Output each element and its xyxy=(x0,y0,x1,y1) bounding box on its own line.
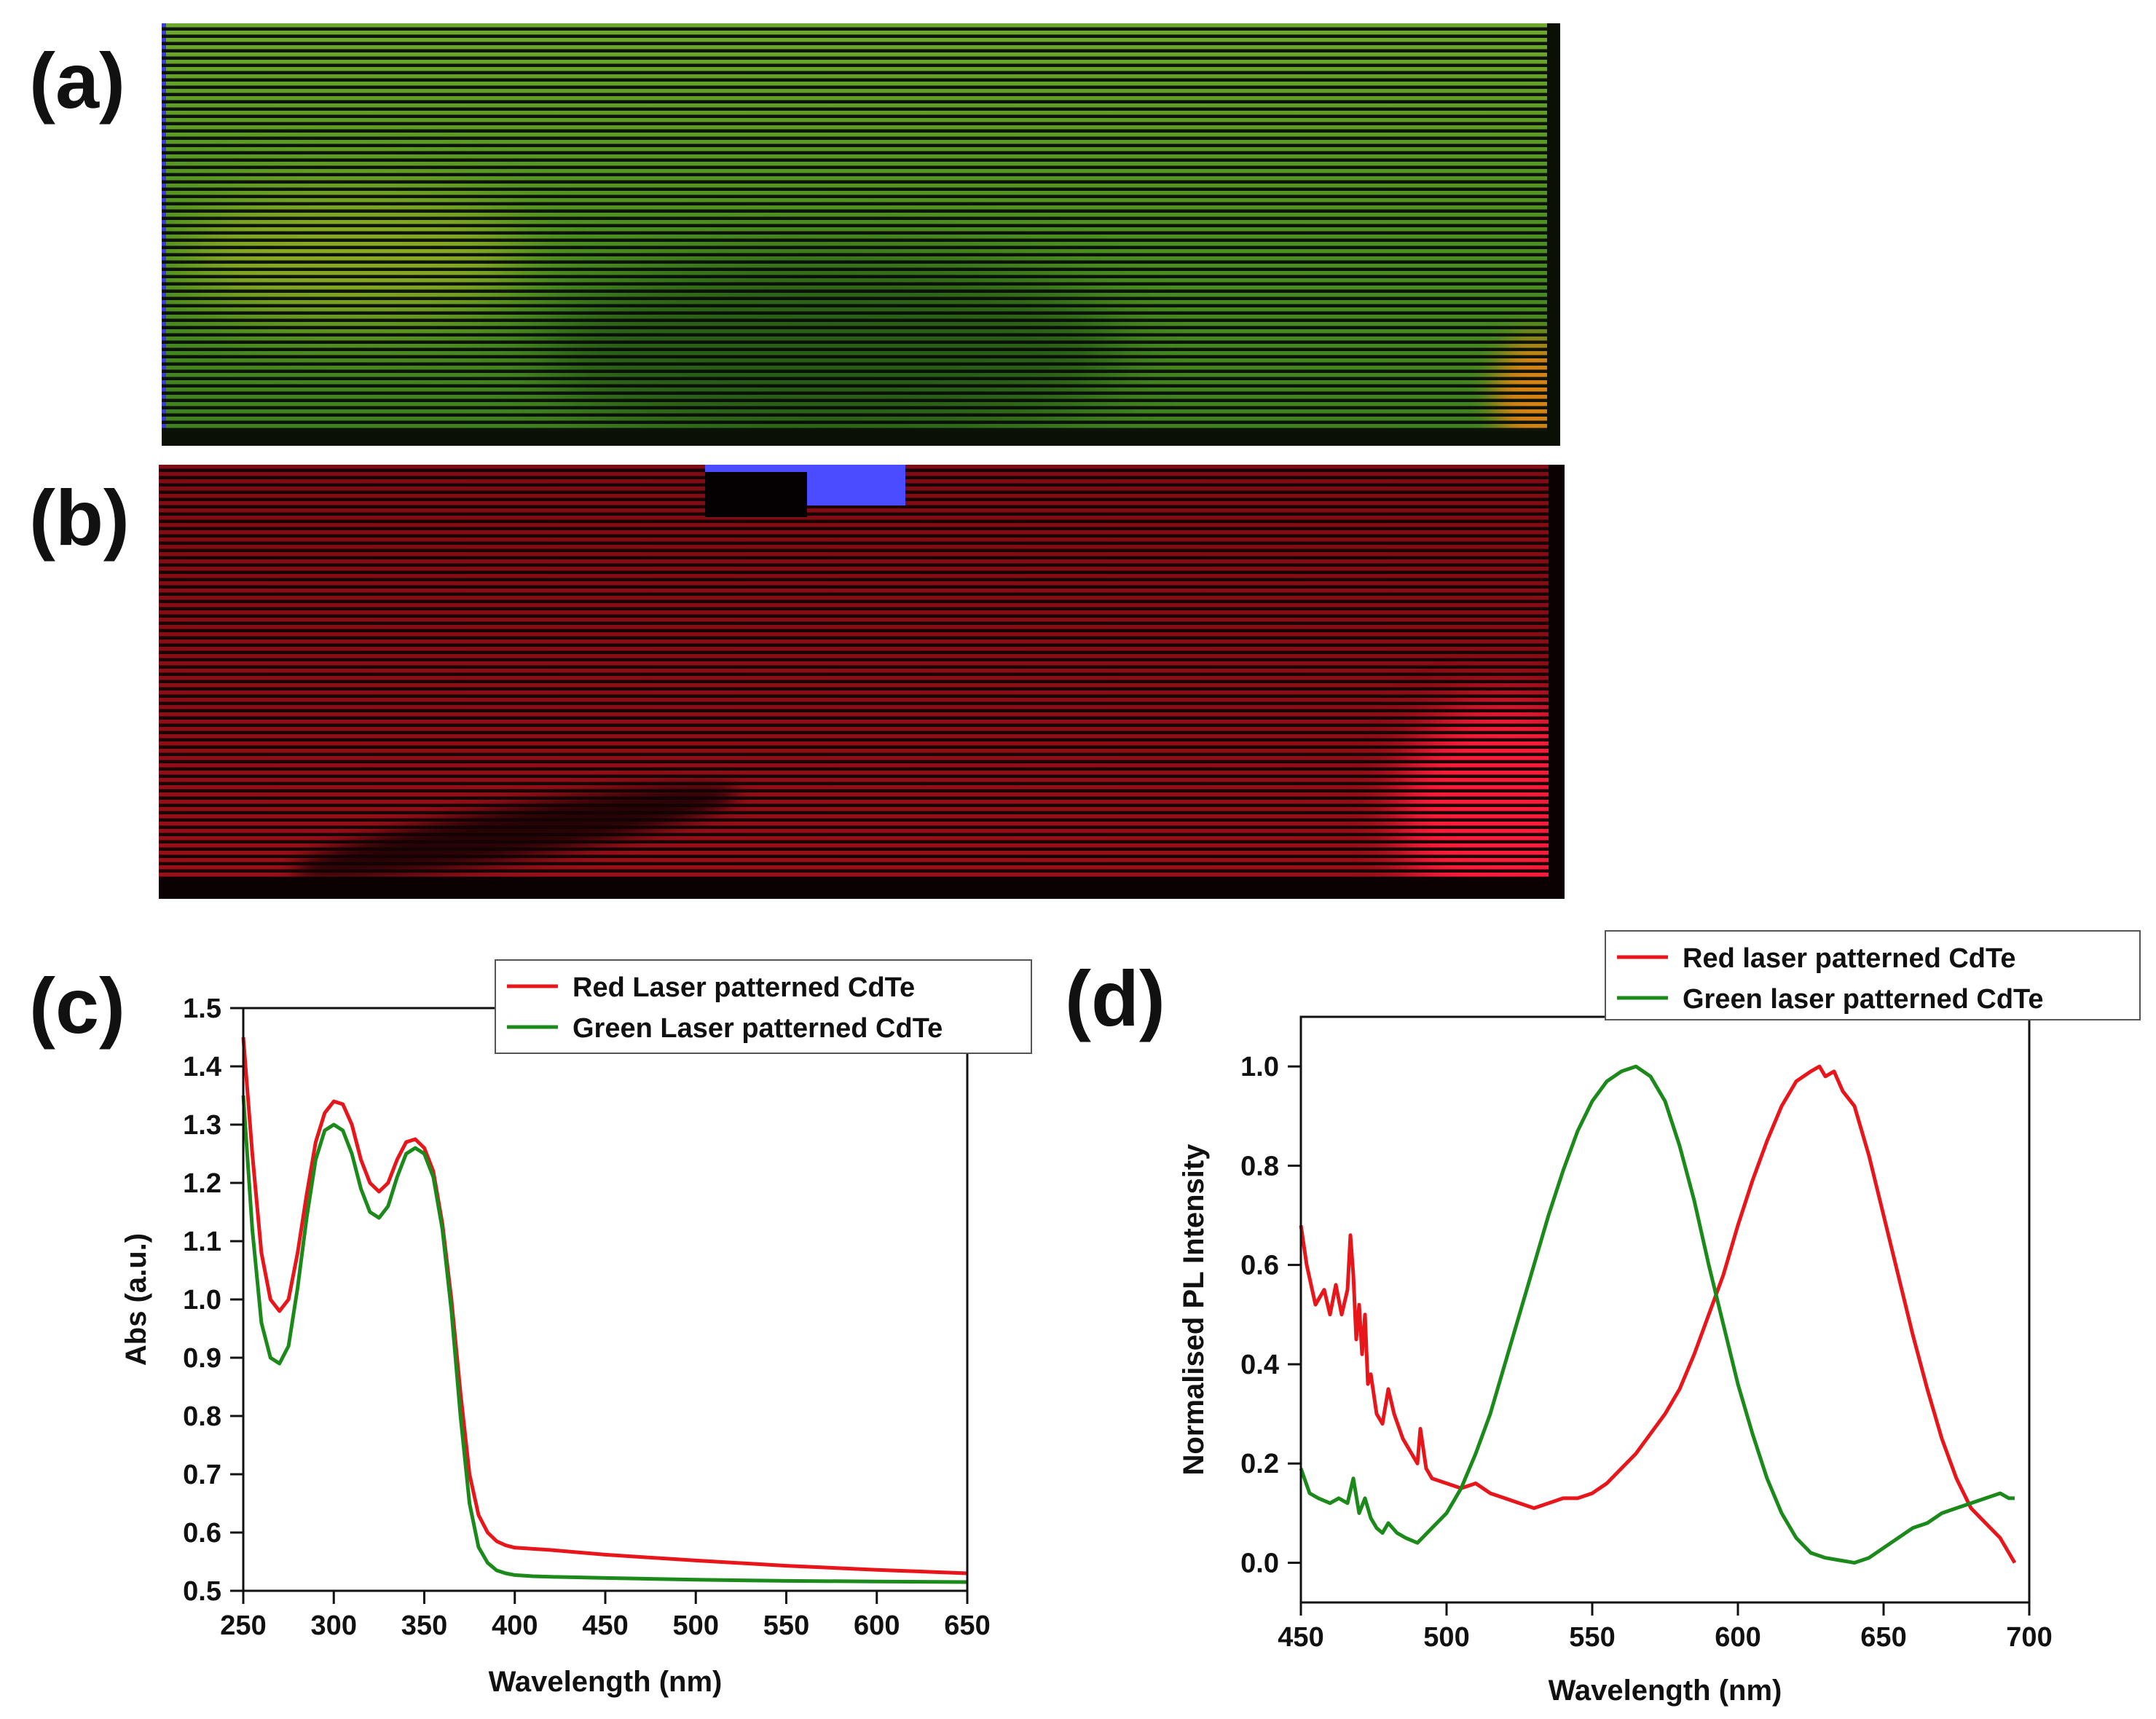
chart-d-xtick-label: 450 xyxy=(1278,1622,1323,1653)
chart-d-ytick-label: 0.4 xyxy=(1240,1350,1279,1380)
chart-d-xtick-label: 650 xyxy=(1860,1622,1906,1653)
panel-b-label: (b) xyxy=(29,473,130,562)
panel-b-blue-patch xyxy=(705,465,807,472)
chart-c-ytick-label: 1.4 xyxy=(183,1052,221,1082)
chart-d-ytick-label: 0.6 xyxy=(1240,1251,1279,1281)
chart-c-xtick-label: 250 xyxy=(220,1610,266,1641)
panel-b-image xyxy=(159,465,1565,899)
chart-c-legend-box xyxy=(495,959,1032,1054)
panel-a-image xyxy=(162,23,1560,446)
chart-c-xtick-label: 300 xyxy=(311,1610,357,1641)
chart-d-legend-label: Green laser patterned CdTe xyxy=(1683,984,2044,1015)
chart-c-ytick-label: 0.5 xyxy=(183,1576,221,1607)
chart-d-legend-label: Red laser patterned CdTe xyxy=(1683,943,2016,974)
chart-c-xtick-label: 650 xyxy=(944,1610,990,1641)
chart-c-ytick-label: 0.8 xyxy=(183,1401,221,1432)
chart-d-ytick-label: 1.0 xyxy=(1240,1052,1279,1082)
panel-a-bottom-edge xyxy=(162,431,1560,446)
panel-a-label: (a) xyxy=(29,36,125,125)
panel-b-bottom-edge xyxy=(159,877,1565,899)
panel-a-scribe-lines xyxy=(162,23,1560,446)
chart-c-axes-frame xyxy=(242,1007,969,1592)
chart-d-legend-box xyxy=(1605,930,2141,1020)
chart-c-ytick-label: 0.9 xyxy=(183,1343,221,1374)
chart-c-xtick-label: 450 xyxy=(582,1610,628,1641)
panel-b-right-edge xyxy=(1549,465,1565,899)
chart-d-xtick-label: 700 xyxy=(2006,1622,2052,1653)
chart-c-xlabel: Wavelength (nm) xyxy=(489,1666,723,1698)
chart-d-series-0-line xyxy=(1299,1064,2017,1564)
chart-c-ytick-label: 0.6 xyxy=(183,1518,221,1549)
chart-c-ytick-label: 1.2 xyxy=(183,1168,221,1199)
panel-a-right-edge xyxy=(1547,23,1560,446)
panel-b-black-patch xyxy=(705,465,807,517)
chart-d-ylabel: Normalised PL Intensity xyxy=(1178,1144,1210,1476)
chart-c-xtick-label: 400 xyxy=(492,1610,538,1641)
chart-c-xtick-label: 600 xyxy=(854,1610,900,1641)
chart-d-ytick-label: 0.2 xyxy=(1240,1449,1279,1479)
chart-c-ytick-label: 0.7 xyxy=(183,1460,221,1490)
chart-d-xtick-label: 600 xyxy=(1715,1622,1760,1653)
chart-d-xlabel: Wavelength (nm) xyxy=(1549,1675,1782,1707)
panel-b-blue-patch-2 xyxy=(807,465,905,506)
chart-d-ytick-label: 0.0 xyxy=(1240,1548,1279,1578)
chart-d-series-1-line xyxy=(1299,1064,2015,1565)
chart-c-xtick-label: 550 xyxy=(763,1610,809,1641)
chart-c-xtick-label: 500 xyxy=(673,1610,719,1641)
chart-c-legend-label: Green Laser patterned CdTe xyxy=(573,1013,943,1044)
chart-c-ytick-label: 1.0 xyxy=(183,1285,221,1315)
chart-c-legend-label: Red Laser patterned CdTe xyxy=(573,972,915,1003)
chart-c-ytick-label: 1.1 xyxy=(183,1227,221,1257)
chart-d-xtick-label: 500 xyxy=(1423,1622,1469,1653)
chart-c-series-1-line xyxy=(241,1095,968,1584)
chart-d: 450 500 550 600 650 700 0.0 0.2 0.4 0.6 0.8 1.0 Wave… xyxy=(1178,930,2141,1707)
chart-c-ytick-label: 1.3 xyxy=(183,1110,221,1141)
panel-b-scribe-lines xyxy=(159,465,1565,899)
chart-d-xtick-label: 550 xyxy=(1569,1622,1615,1653)
chart-d-ytick-label: 0.8 xyxy=(1240,1151,1279,1181)
chart-c-xtick-label: 350 xyxy=(401,1610,447,1641)
chart-c-ytick-label: 1.5 xyxy=(183,994,221,1024)
panel-c-label: (c) xyxy=(29,961,125,1050)
chart-c-series-0-line xyxy=(241,1036,968,1576)
chart-c-ylabel: Abs (a.u.) xyxy=(120,1233,152,1366)
chart-c: 250 300 350 400 450 500 550 600 650 0.5 0.6 0.7 0.8 0… xyxy=(120,959,1032,1698)
panel-d-label: (d) xyxy=(1065,954,1165,1042)
